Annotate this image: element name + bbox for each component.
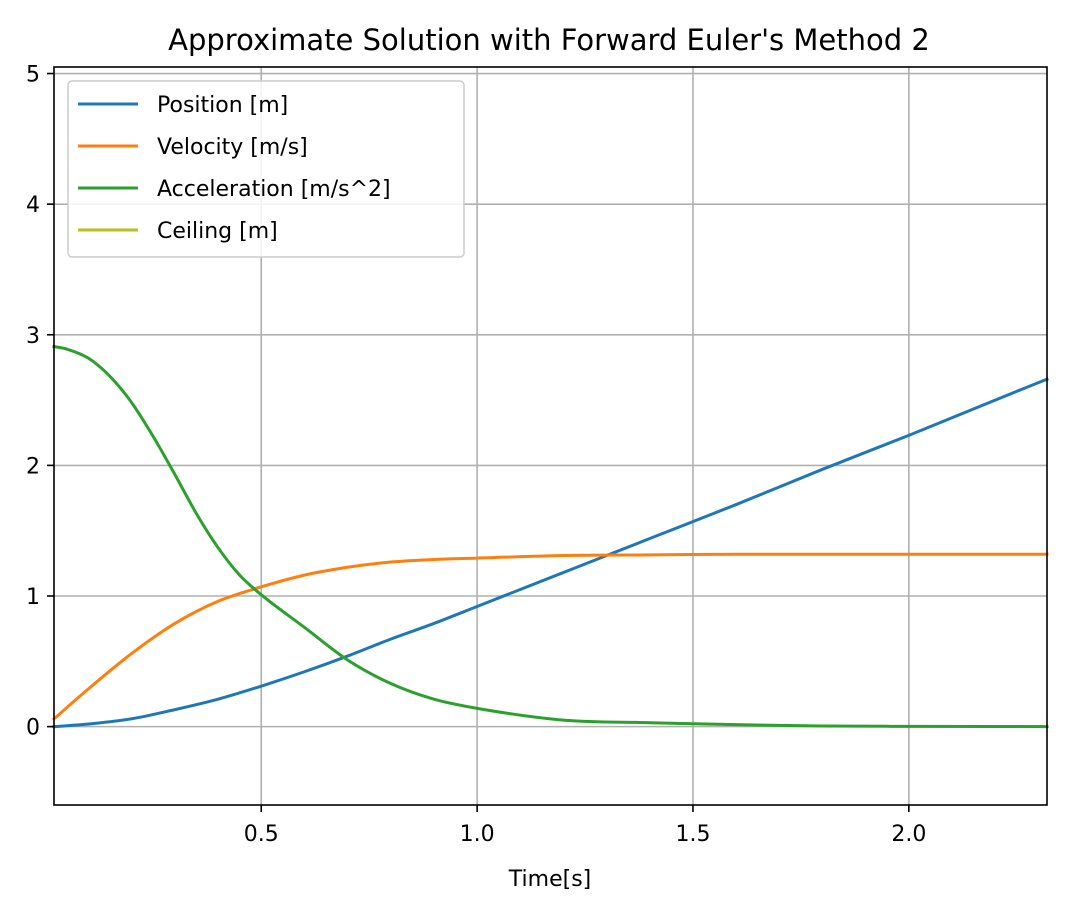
series-line-0 — [52, 377, 1049, 729]
plot-series — [51, 344, 1049, 729]
x-tick-label: 0.5 — [244, 822, 279, 847]
y-axis: 0 1 2 3 4 5 — [26, 63, 54, 741]
chart-title: Approximate Solution with Forward Euler'… — [168, 23, 930, 57]
legend-entry: Velocity [m/s] — [157, 135, 308, 160]
legend-entry: Acceleration [m/s^2] — [157, 177, 391, 202]
x-tick-label: 1.5 — [675, 822, 710, 847]
legend: Position [m] Velocity [m/s] Acceleration [… — [67, 80, 465, 258]
x-tick-label: 1.0 — [460, 822, 495, 847]
series-line-1 — [51, 552, 1049, 721]
legend-entry: Position [m] — [157, 93, 288, 118]
x-axis-label: Time[s] — [508, 867, 591, 892]
y-tick-label: 0 — [26, 716, 40, 741]
y-tick-label: 1 — [26, 585, 40, 610]
series-line-2 — [52, 344, 1049, 729]
x-tick-label: 2.0 — [891, 822, 926, 847]
y-tick-label: 3 — [26, 324, 40, 349]
y-tick-label: 4 — [26, 193, 40, 218]
legend-box — [67, 80, 465, 258]
y-tick-label: 2 — [26, 454, 40, 479]
x-axis: 0.5 1.0 1.5 2.0 — [244, 805, 926, 847]
legend-entry: Ceiling [m] — [157, 219, 278, 244]
plot-frame — [53, 66, 1048, 806]
y-tick-label: 5 — [26, 63, 40, 88]
